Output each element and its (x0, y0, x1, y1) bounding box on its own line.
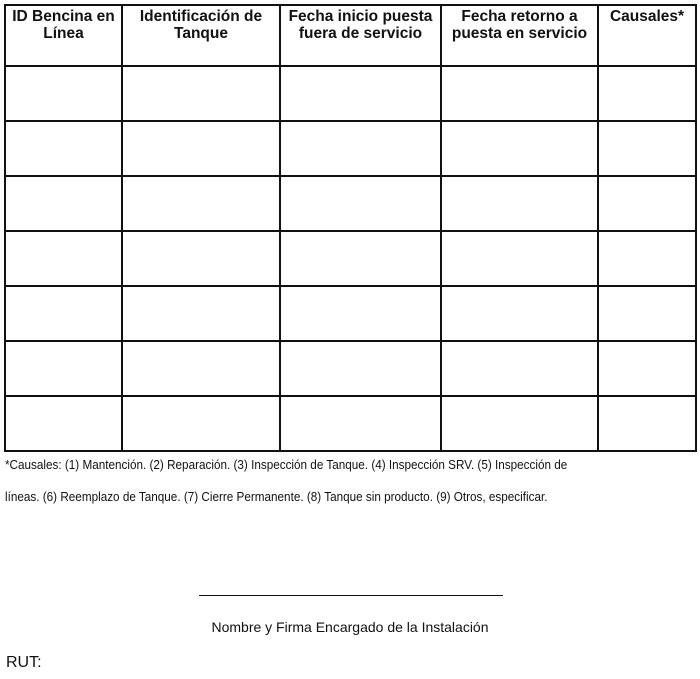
table-cell[interactable] (121, 175, 281, 232)
signature-line (199, 595, 503, 596)
table-cell[interactable] (121, 395, 281, 452)
table-cell[interactable] (279, 285, 442, 342)
table-cell[interactable] (597, 395, 697, 452)
table-cell[interactable] (4, 285, 123, 342)
table-cell[interactable] (4, 230, 123, 287)
footnote-line-2: líneas. (6) Reemplazo de Tanque. (7) Cie… (5, 490, 548, 504)
table-row (4, 340, 697, 397)
table-row (4, 175, 697, 232)
table-cell[interactable] (440, 285, 599, 342)
header-id-bencina: ID Bencina en Línea (4, 4, 123, 67)
table-cell[interactable] (279, 395, 442, 452)
table-cell[interactable] (440, 175, 599, 232)
table-cell[interactable] (440, 230, 599, 287)
table-cell[interactable] (440, 340, 599, 397)
table-cell[interactable] (597, 340, 697, 397)
header-causales: Causales* (597, 4, 697, 67)
table-cell[interactable] (121, 340, 281, 397)
footnote-line-1: *Causales: (1) Mantención. (2) Reparació… (5, 458, 568, 472)
table-cell[interactable] (121, 285, 281, 342)
table-row (4, 120, 697, 177)
table-cell[interactable] (121, 120, 281, 177)
table-cell[interactable] (440, 395, 599, 452)
table-row (4, 230, 697, 287)
table-row (4, 285, 697, 342)
table-cell[interactable] (4, 395, 123, 452)
table-cell[interactable] (440, 120, 599, 177)
tank-service-table: ID Bencina en Línea Identificación de Ta… (4, 4, 697, 452)
rut-label: RUT: (6, 654, 42, 671)
table-cell[interactable] (597, 175, 697, 232)
table-cell[interactable] (4, 120, 123, 177)
header-fecha-retorno: Fecha retorno a puesta en servicio (440, 4, 599, 67)
table-cell[interactable] (597, 65, 697, 122)
table-cell[interactable] (597, 285, 697, 342)
header-fecha-inicio: Fecha inicio puesta fuera de servicio (279, 4, 442, 67)
header-identificacion-tanque: Identificación de Tanque (121, 4, 281, 67)
table-cell[interactable] (279, 120, 442, 177)
table-cell[interactable] (4, 175, 123, 232)
table-cell[interactable] (279, 175, 442, 232)
table-cell[interactable] (597, 120, 697, 177)
table-cell[interactable] (279, 65, 442, 122)
table-row (4, 395, 697, 452)
table-cell[interactable] (279, 340, 442, 397)
table-cell[interactable] (597, 230, 697, 287)
table-cell[interactable] (121, 65, 281, 122)
table-cell[interactable] (440, 65, 599, 122)
table-cell[interactable] (4, 65, 123, 122)
table-row (4, 65, 697, 122)
header-row: ID Bencina en Línea Identificación de Ta… (4, 4, 697, 67)
table-cell[interactable] (279, 230, 442, 287)
table-cell[interactable] (121, 230, 281, 287)
table-cell[interactable] (4, 340, 123, 397)
signature-label: Nombre y Firma Encargado de la Instalaci… (211, 619, 489, 635)
